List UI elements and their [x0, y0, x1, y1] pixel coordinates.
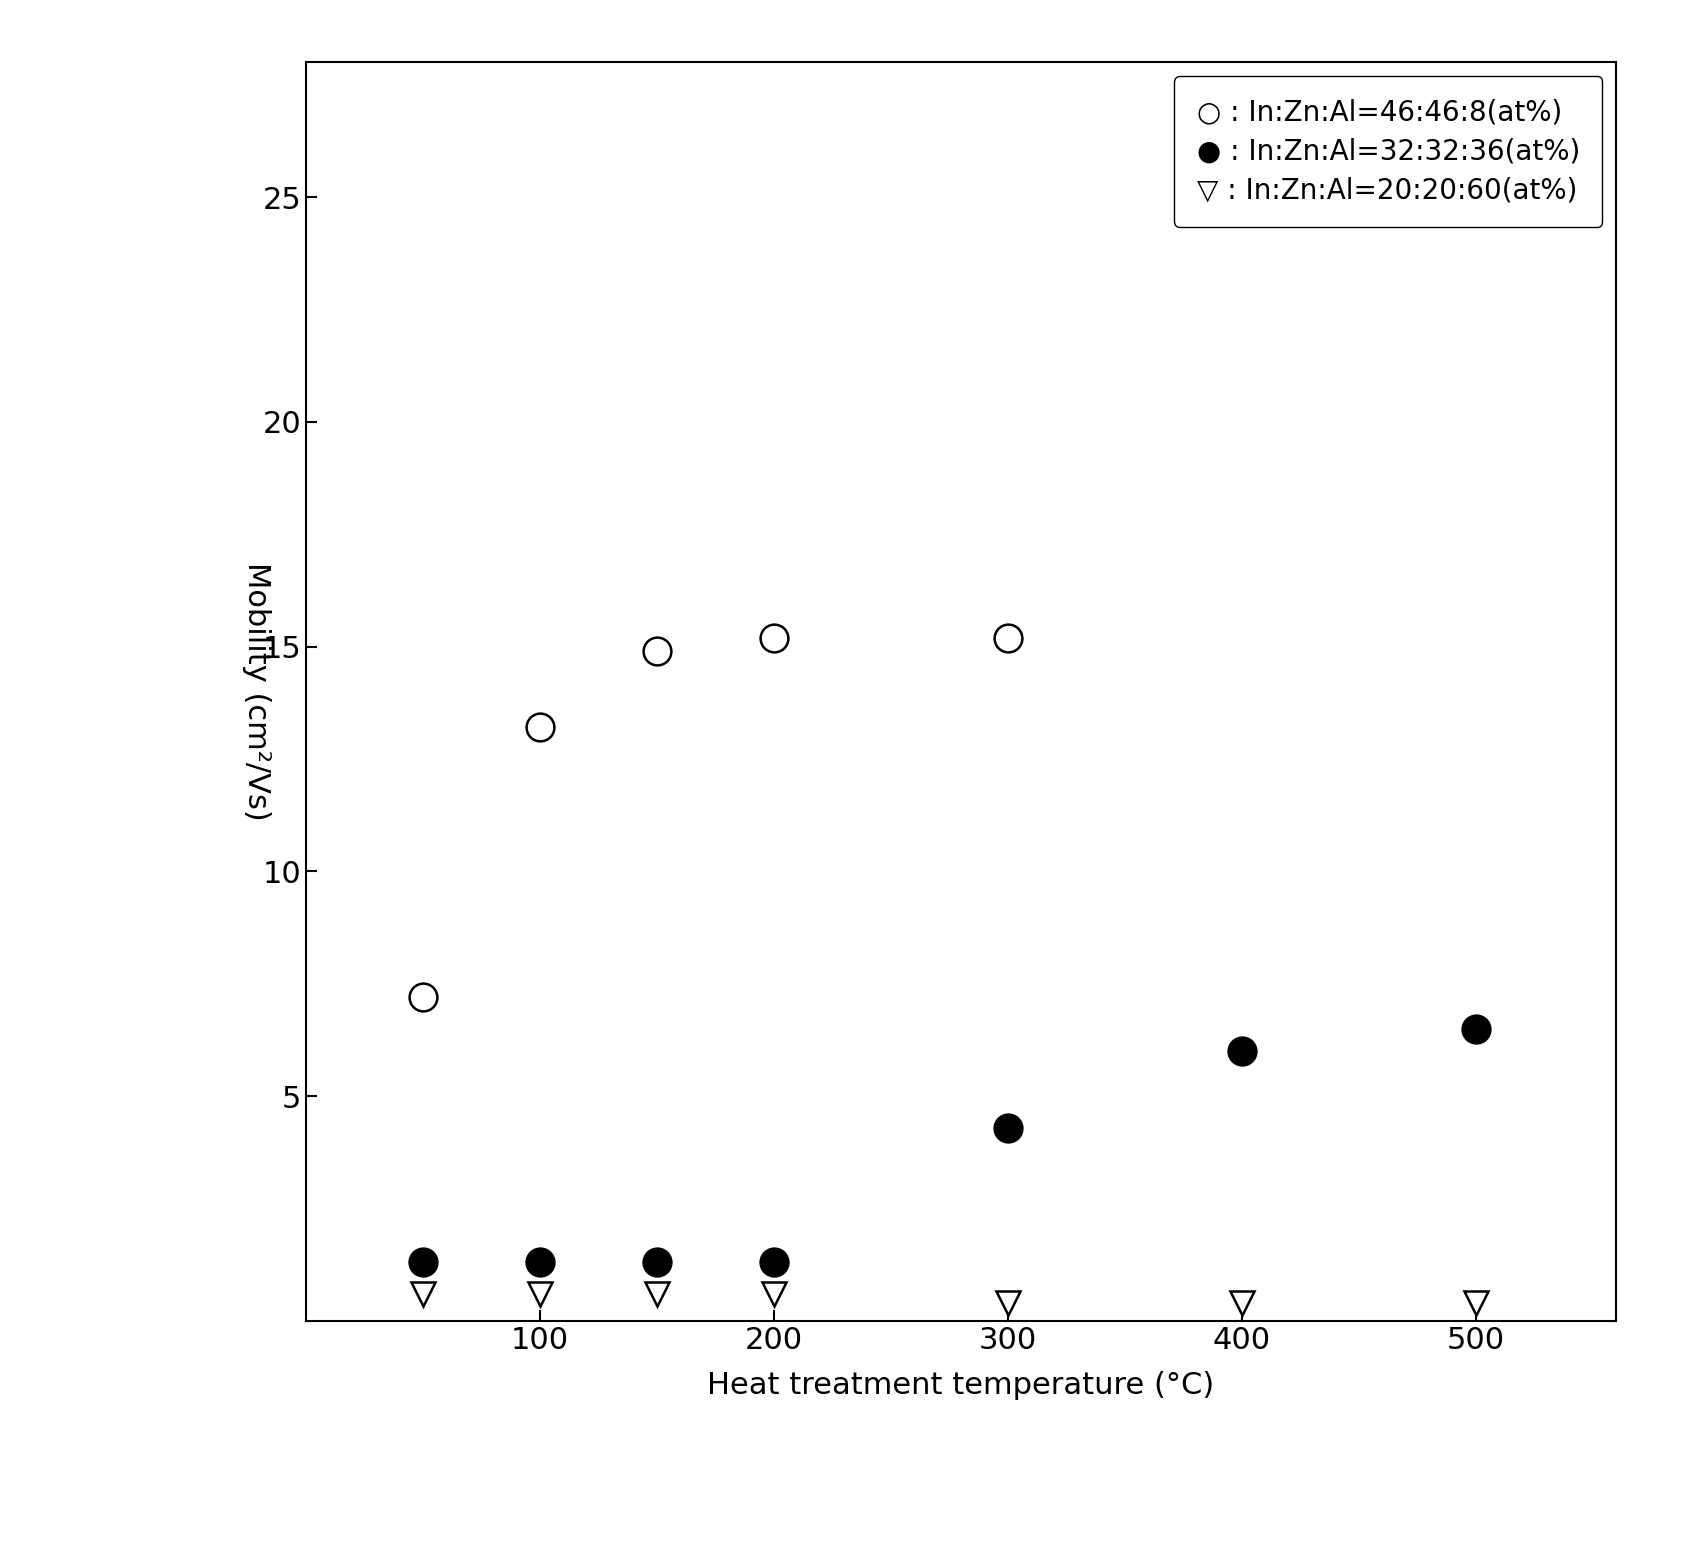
Legend: ○ : In:Zn:Al=46:46:8(at%), ● : In:Zn:Al=32:32:36(at%), ▽ : In:Zn:Al=20:20:60(at%: ○ : In:Zn:Al=46:46:8(at%), ● : In:Zn:Al=…: [1174, 76, 1602, 227]
Y-axis label: Mobility (cm²/Vs): Mobility (cm²/Vs): [242, 563, 270, 821]
X-axis label: Heat treatment temperature (°C): Heat treatment temperature (°C): [708, 1372, 1215, 1400]
